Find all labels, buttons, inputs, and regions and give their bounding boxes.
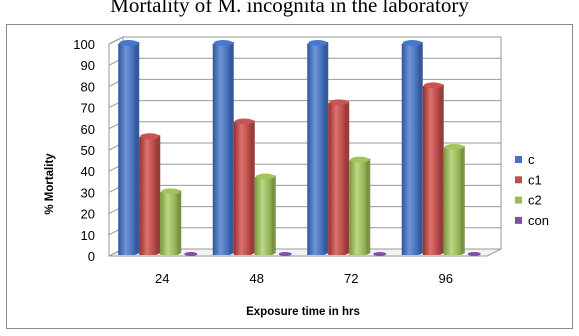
y-axis-label: % Mortality [44, 153, 56, 215]
bar-top [213, 40, 233, 46]
bar-top [402, 40, 422, 46]
y-tick-label: 80 [81, 79, 95, 94]
bar-top [255, 173, 275, 180]
legend-swatch-c [515, 156, 522, 163]
chart-frame [6, 24, 573, 329]
legend-swatch-c2 [515, 196, 522, 204]
bar-top [329, 99, 349, 106]
bar-c2-96 [443, 143, 465, 255]
y-tick-label: 90 [81, 58, 95, 73]
y-tick-label: 40 [81, 164, 95, 179]
bar-top [234, 118, 254, 125]
y-tick-label: 20 [81, 207, 95, 222]
legend-label-c2: c2 [528, 193, 542, 208]
legend-label-c1: c1 [528, 172, 542, 187]
gridline [108, 36, 501, 45]
legend-swatch-con [515, 216, 522, 224]
x-tick-label: 48 [250, 271, 264, 286]
x-tick-label: 24 [155, 271, 169, 286]
bar-flat [184, 252, 198, 256]
bar-c2-48 [254, 173, 276, 255]
bar-con-72 [373, 252, 387, 256]
bar-front [349, 160, 367, 255]
legend: c c1 c2 con [515, 152, 549, 228]
bar-front [443, 147, 461, 255]
bar-con-24 [184, 252, 198, 256]
bars [118, 40, 481, 256]
x-axis-ticks: 24 48 72 96 [155, 271, 453, 286]
y-axis-ticks: 0 10 20 30 40 50 60 70 80 90 100 [73, 37, 95, 264]
bar-c1-72 [328, 99, 350, 255]
bar-front [401, 44, 419, 255]
bar-c1-24 [139, 133, 161, 255]
bar-con-96 [467, 252, 481, 256]
bar-con-48 [278, 252, 292, 256]
bar-top [119, 40, 139, 46]
bar-front [422, 86, 440, 256]
bar-c1-48 [233, 118, 255, 255]
bar-c-24 [118, 40, 140, 255]
bar-c-72 [307, 40, 329, 255]
y-tick-label: 30 [81, 185, 95, 200]
bar-front [307, 44, 325, 255]
bar-top [308, 40, 328, 46]
y-tick-label: 70 [81, 101, 95, 116]
bar-top [423, 82, 443, 89]
bar-c-96 [401, 40, 423, 255]
bar-top [140, 133, 160, 140]
bar-c1-96 [422, 82, 444, 256]
chart-title: Mortality of M. incognita in the laborat… [110, 0, 469, 17]
bar-front [328, 103, 346, 255]
legend-swatch-c1 [515, 176, 522, 184]
y-tick-label: 0 [88, 249, 95, 264]
x-tick-label: 72 [344, 271, 358, 286]
y-tick-label: 60 [81, 122, 95, 137]
bar-flat [467, 252, 481, 256]
bar-top [350, 156, 370, 163]
bar-c2-24 [160, 188, 182, 255]
bar-front [212, 44, 230, 255]
y-tick-label: 10 [81, 228, 95, 243]
y-tick-label: 50 [81, 143, 95, 158]
bar-c2-72 [349, 156, 371, 255]
legend-label-con: con [528, 213, 549, 228]
bar-c-48 [212, 40, 234, 255]
y-tick-label: 100 [73, 37, 95, 52]
bar-front [233, 122, 251, 255]
bar-front [160, 192, 178, 255]
bar-flat [278, 252, 292, 256]
x-axis-label: Exposure time in hrs [246, 306, 360, 318]
bar-front [139, 137, 157, 255]
bar-flat [373, 252, 387, 256]
bar-top [444, 143, 464, 150]
legend-label-c: c [528, 152, 535, 167]
bar-front [118, 44, 136, 255]
x-tick-label: 96 [439, 271, 453, 286]
bar-top [161, 188, 181, 195]
bar-front [254, 177, 272, 255]
